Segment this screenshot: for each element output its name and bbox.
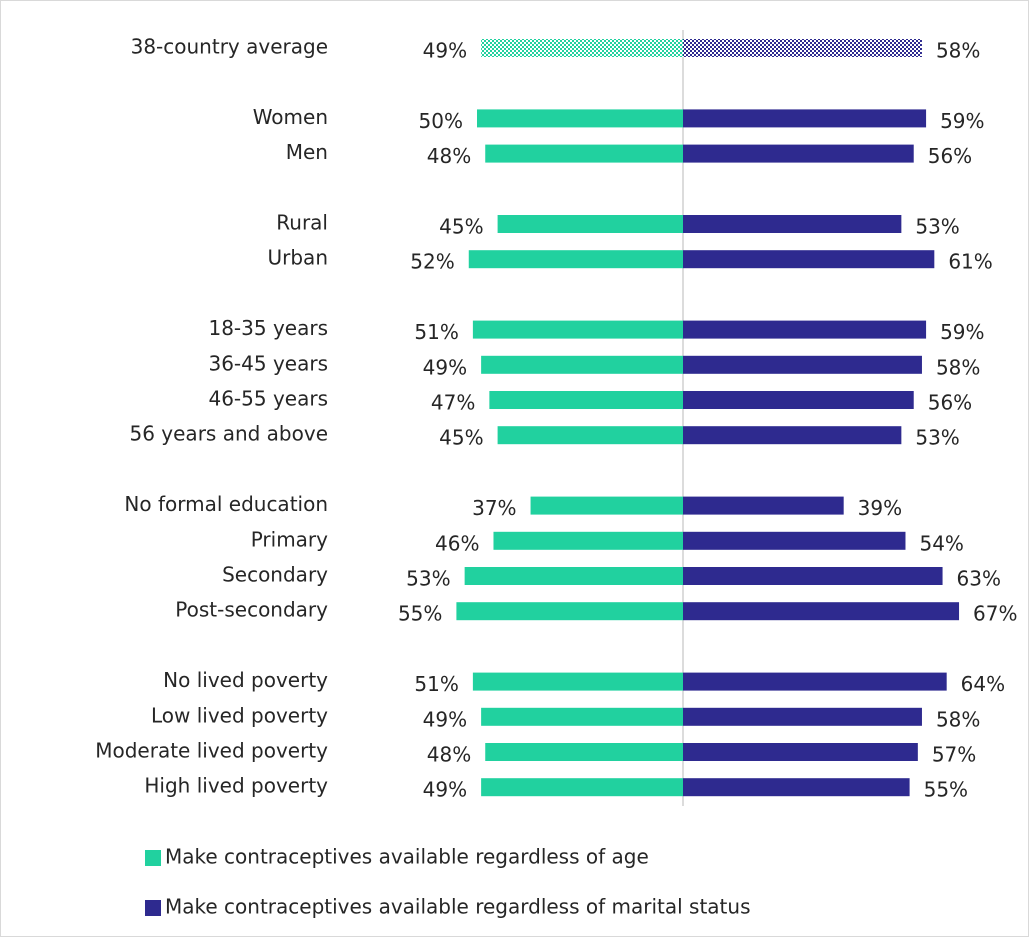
value-label: 56% xyxy=(928,391,972,415)
category-label: No lived poverty xyxy=(163,668,328,692)
bar xyxy=(481,355,683,374)
bar xyxy=(683,426,902,445)
bar xyxy=(493,531,683,550)
category-label: 56 years and above xyxy=(129,422,328,446)
bar xyxy=(683,602,960,621)
category-label: No formal education xyxy=(124,492,328,516)
value-label: 58% xyxy=(936,707,980,731)
value-label: 45% xyxy=(439,215,483,239)
bar xyxy=(683,355,922,374)
value-label: 48% xyxy=(427,743,471,767)
legend-label: Make contraceptives available regardless… xyxy=(165,895,751,919)
value-label: 53% xyxy=(915,215,959,239)
value-label: 59% xyxy=(940,320,984,344)
value-label: 55% xyxy=(924,778,968,802)
bar xyxy=(683,707,922,726)
category-label: Women xyxy=(253,105,328,129)
category-label: Men xyxy=(286,140,328,164)
category-label: 46-55 years xyxy=(208,387,328,411)
bar xyxy=(485,743,683,761)
bar xyxy=(683,496,844,515)
legend-swatch xyxy=(145,900,161,916)
category-label: Moderate lived poverty xyxy=(95,739,328,763)
value-label: 39% xyxy=(858,496,902,520)
value-label: 49% xyxy=(423,707,467,731)
category-label: Low lived poverty xyxy=(151,703,328,727)
value-label: 49% xyxy=(423,778,467,802)
value-label: 50% xyxy=(419,109,463,133)
value-label: 57% xyxy=(932,743,976,767)
bar xyxy=(481,39,683,57)
category-label: 36-45 years xyxy=(208,351,328,375)
value-label: 67% xyxy=(973,602,1017,626)
bar xyxy=(481,778,683,797)
bar xyxy=(683,250,935,269)
value-label: 47% xyxy=(431,391,475,415)
value-label: 46% xyxy=(435,531,479,555)
bar xyxy=(468,250,683,269)
bar xyxy=(683,391,914,409)
bar xyxy=(485,144,683,163)
bar xyxy=(683,743,918,761)
category-label: Post-secondary xyxy=(175,598,328,622)
bar xyxy=(683,320,927,339)
value-label: 55% xyxy=(398,602,442,626)
bar xyxy=(481,707,683,726)
value-label: 58% xyxy=(936,355,980,379)
category-label: 38-country average xyxy=(131,35,328,59)
value-label: 64% xyxy=(961,672,1005,696)
category-label: Secondary xyxy=(222,563,328,587)
value-label: 54% xyxy=(919,531,963,555)
bar xyxy=(477,109,683,128)
bar xyxy=(683,531,906,550)
bar xyxy=(497,426,683,445)
bar xyxy=(683,144,914,163)
bar xyxy=(683,215,902,233)
value-label: 53% xyxy=(406,567,450,591)
bar xyxy=(472,320,683,339)
value-label: 51% xyxy=(414,320,458,344)
category-label: Primary xyxy=(251,527,328,551)
bar xyxy=(464,567,683,585)
bar xyxy=(683,567,943,585)
value-label: 51% xyxy=(414,672,458,696)
bar xyxy=(456,602,683,621)
value-label: 63% xyxy=(957,567,1001,591)
value-label: 48% xyxy=(427,144,471,168)
legend-label: Make contraceptives available regardless… xyxy=(165,845,649,869)
bar xyxy=(683,109,927,128)
bar xyxy=(489,391,683,409)
bar xyxy=(497,215,683,233)
category-label: Urban xyxy=(268,246,329,270)
value-label: 58% xyxy=(936,39,980,63)
value-label: 37% xyxy=(472,496,516,520)
value-label: 49% xyxy=(423,39,467,63)
bar xyxy=(683,778,910,797)
value-label: 49% xyxy=(423,355,467,379)
value-label: 56% xyxy=(928,144,972,168)
bar xyxy=(683,672,947,691)
value-label: 59% xyxy=(940,109,984,133)
category-label: High lived poverty xyxy=(144,774,328,798)
category-label: 18-35 years xyxy=(208,316,328,340)
value-label: 61% xyxy=(948,250,992,274)
value-label: 52% xyxy=(410,250,454,274)
category-label: Rural xyxy=(276,211,328,235)
bar xyxy=(683,39,922,57)
bar xyxy=(472,672,683,691)
value-label: 45% xyxy=(439,426,483,450)
legend-swatch xyxy=(145,850,161,866)
bar xyxy=(530,496,683,515)
value-label: 53% xyxy=(915,426,959,450)
